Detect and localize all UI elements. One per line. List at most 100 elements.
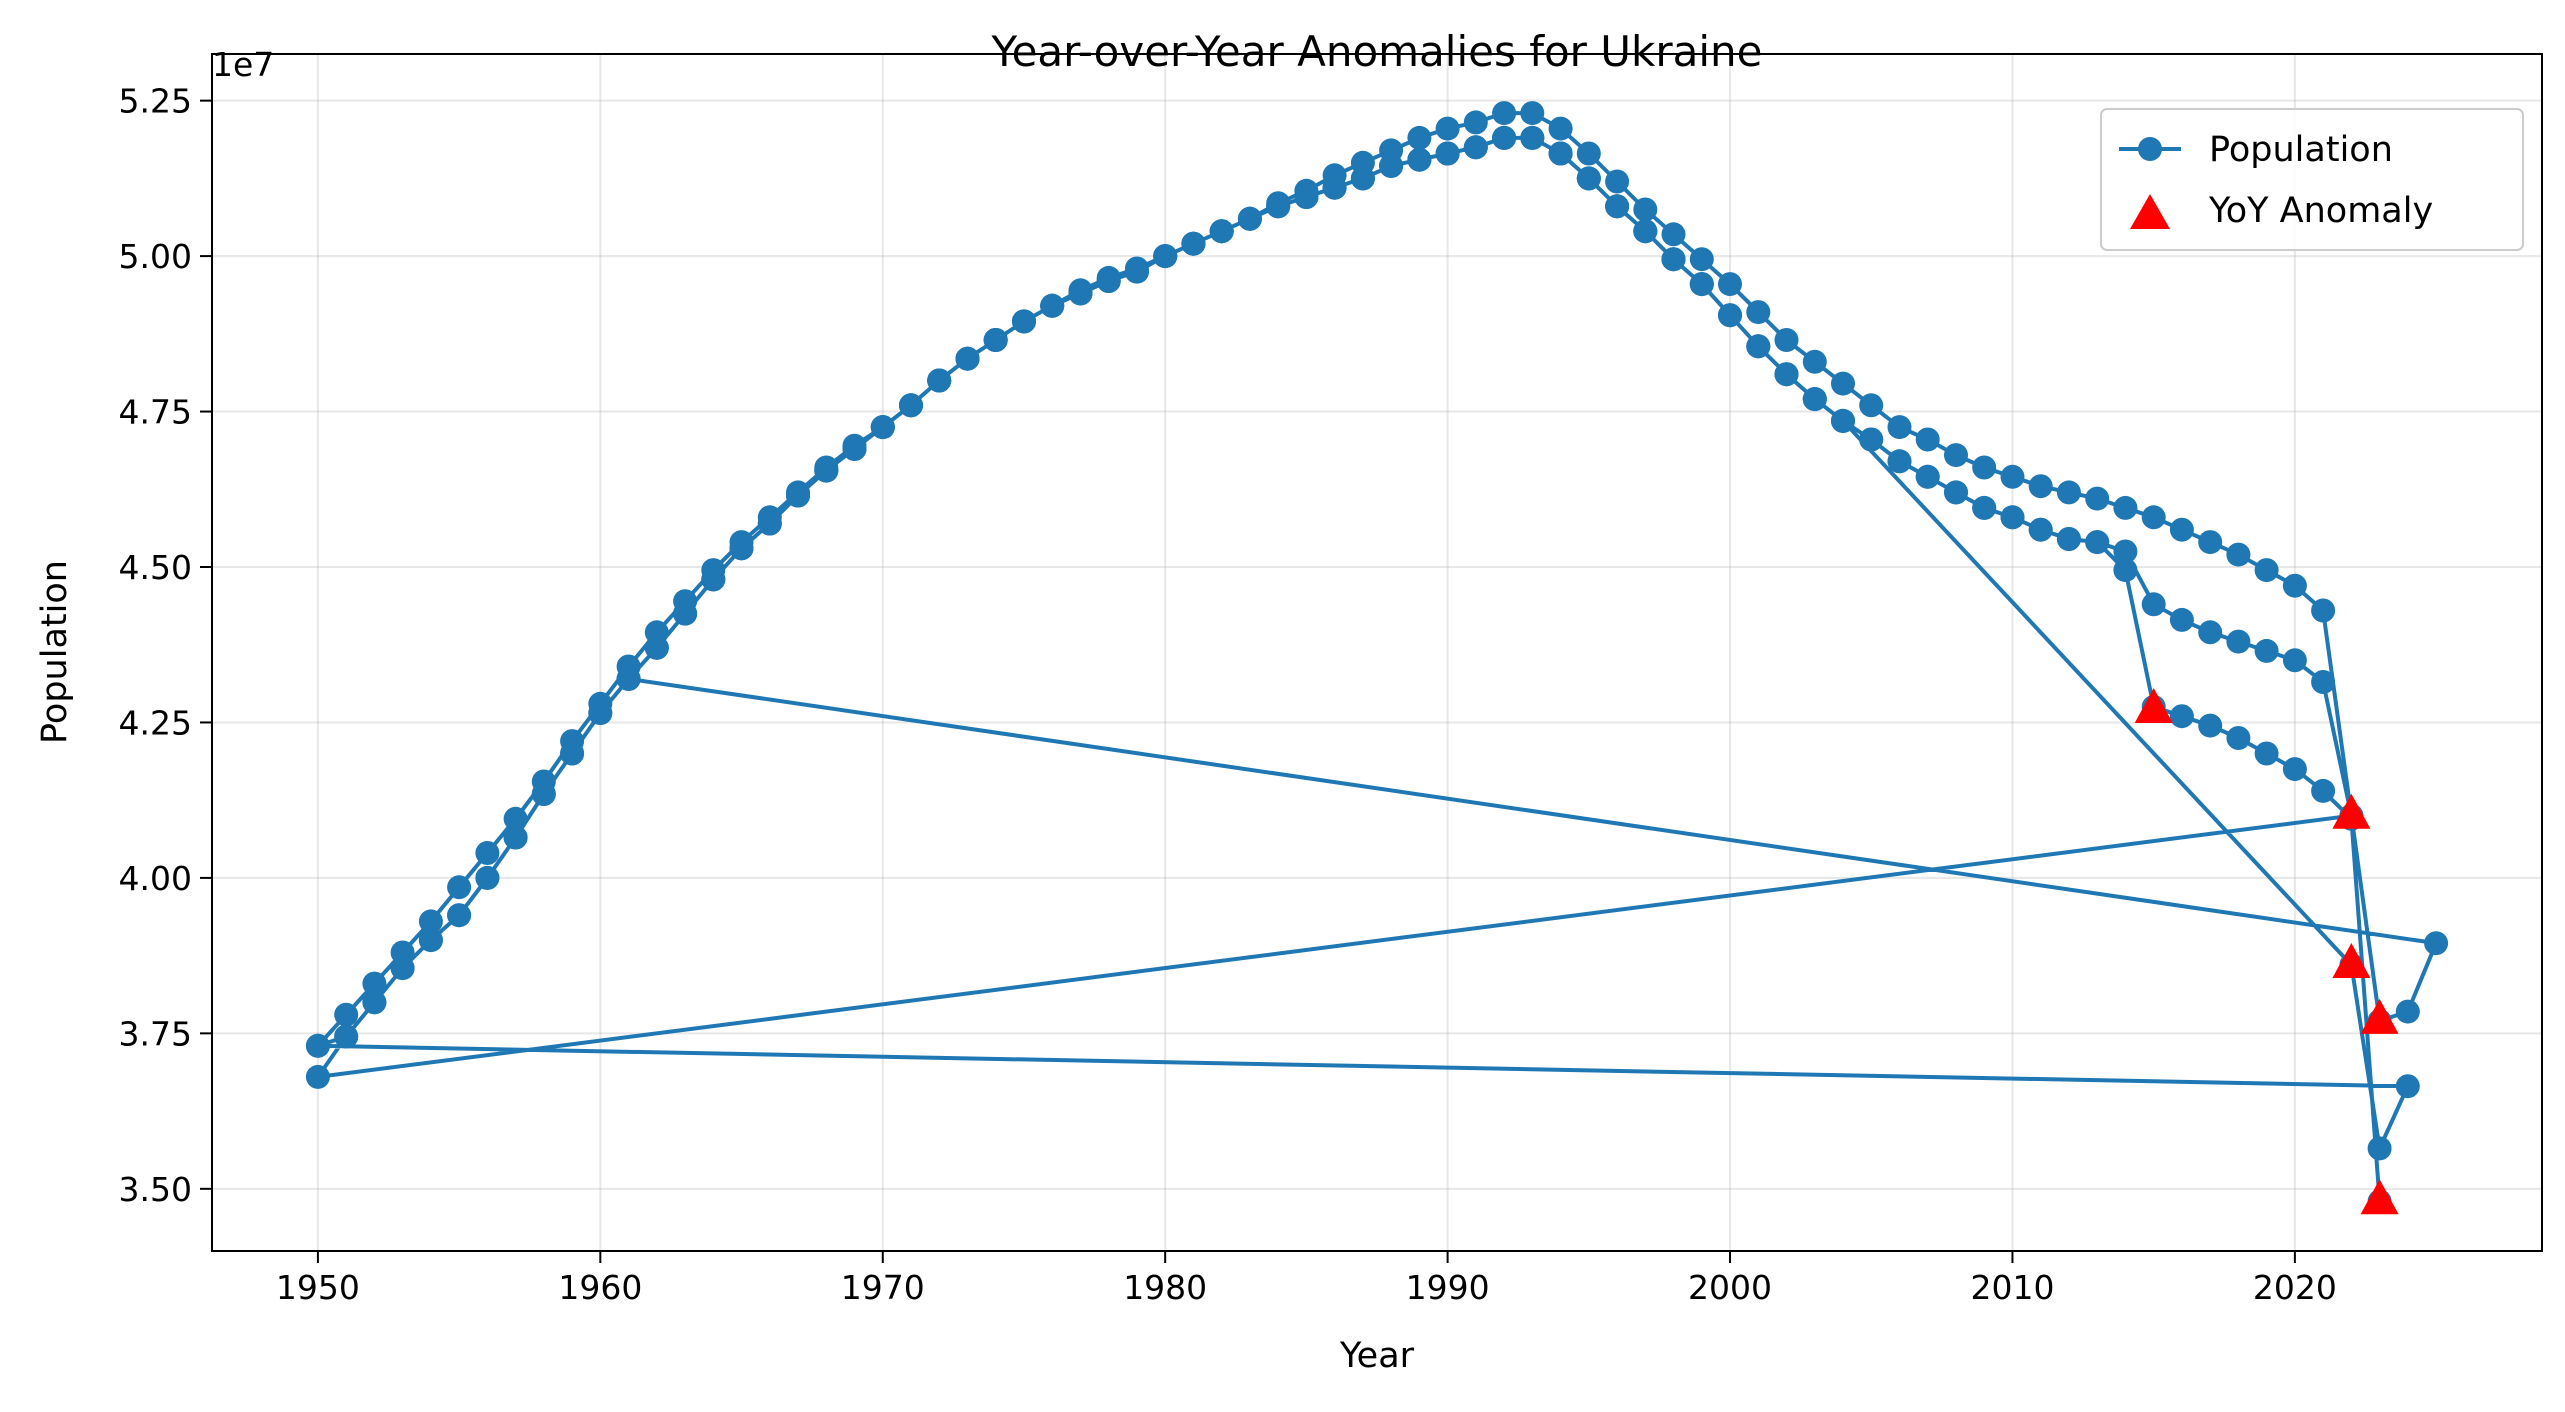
x-tick-label: 2000: [1688, 1268, 1772, 1307]
population-point: [2000, 505, 2025, 530]
population-point: [1463, 135, 1488, 160]
chart-title: Year-over-Year Anomalies for Ukraine: [991, 27, 1763, 76]
population-point: [1746, 334, 1771, 359]
population-point: [870, 415, 895, 440]
population-point: [2226, 542, 2251, 567]
population-point: [1040, 293, 1065, 318]
x-axis-ticks: 1950 1960 1970 1980 1990 2000 2010 2020: [276, 1251, 2337, 1307]
population-point: [616, 666, 641, 691]
population-point: [1972, 455, 1997, 480]
population-point: [2113, 539, 2138, 564]
y-tick-label: 4.25: [119, 703, 192, 742]
population-point: [757, 511, 782, 536]
population-point: [2056, 480, 2081, 505]
population-point: [2169, 607, 2194, 632]
population-point: [899, 393, 923, 418]
y-tick-label: 3.50: [119, 1170, 192, 1209]
population-point: [1266, 194, 1291, 219]
anomaly-marker: [2134, 688, 2173, 723]
population-point: [1887, 449, 1912, 474]
population-point: [1407, 125, 1432, 150]
population-point: [2254, 638, 2279, 663]
population-point: [2056, 527, 2081, 551]
population-point: [2198, 530, 2223, 555]
legend-population-label: Population: [2209, 130, 2393, 170]
population-point: [1209, 219, 1234, 244]
anomaly-markers: [2134, 688, 2399, 1215]
population-point: [2198, 620, 2223, 645]
population-point: [2311, 670, 2336, 694]
anomaly-marker: [2360, 998, 2399, 1034]
legend-anomaly-label: YoY Anomaly: [2208, 191, 2433, 231]
population-point: [390, 956, 415, 981]
population-point: [2395, 999, 2420, 1024]
x-tick-label: 1970: [841, 1268, 925, 1307]
population-point: [786, 483, 810, 508]
population-point: [1661, 222, 1686, 247]
population-point: [1605, 194, 1630, 219]
legend-box: [2100, 108, 2524, 251]
population-point: [1859, 427, 1884, 452]
population-point: [1237, 206, 1262, 231]
population-point: [2254, 741, 2279, 766]
population-point: [2028, 517, 2053, 542]
population-point: [2113, 558, 2138, 583]
population-point: [475, 841, 500, 865]
population-point: [588, 701, 613, 726]
population-point: [1915, 464, 1940, 489]
x-tick-label: 1980: [1123, 1268, 1207, 1307]
population-point: [447, 903, 472, 928]
population-point: [1972, 495, 1997, 520]
x-axis-label: Year: [1339, 1336, 1415, 1376]
population-point: [1492, 101, 1517, 126]
population-point: [305, 1033, 330, 1058]
population-point: [1576, 166, 1601, 191]
population-point: [1774, 328, 1799, 352]
population-point: [1548, 116, 1573, 141]
population-point: [2424, 931, 2449, 956]
population-point: [418, 928, 443, 953]
population-point: [701, 567, 726, 592]
x-tick-label: 2020: [2253, 1268, 2337, 1307]
population-point: [1181, 231, 1206, 256]
x-tick-label: 1990: [1406, 1268, 1490, 1307]
population-point: [1012, 309, 1036, 334]
population-point: [2198, 713, 2223, 738]
y-tick-label: 5.25: [119, 82, 192, 121]
population-point: [334, 1024, 359, 1049]
population-point: [1435, 141, 1460, 166]
population-point: [447, 875, 472, 900]
y-tick-label: 4.50: [119, 548, 192, 587]
population-point: [2282, 573, 2307, 598]
y-tick-label: 3.75: [119, 1014, 192, 1053]
population-point: [1633, 197, 1658, 222]
population-point: [1831, 408, 1855, 433]
population-point: [1689, 272, 1714, 297]
y-tick-label: 4.75: [119, 393, 192, 432]
plot-frame: [211, 53, 2543, 1252]
population-point: [475, 865, 500, 890]
population-point: [2226, 629, 2251, 654]
population-point: [2367, 1136, 2392, 1161]
population-point: [1520, 101, 1545, 126]
population-point: [2311, 778, 2336, 803]
population-point: [644, 635, 669, 660]
population-point: [842, 436, 867, 461]
population-point: [2141, 592, 2166, 617]
y-tick-label: 4.00: [119, 859, 192, 898]
population-point: [1322, 175, 1347, 200]
population-point: [1068, 281, 1093, 306]
population-point: [1944, 443, 1968, 468]
population-point: [531, 782, 556, 806]
population-point: [2028, 474, 2053, 499]
population-point: [503, 825, 528, 850]
population-point: [362, 971, 387, 996]
anomaly-marker: [2332, 793, 2371, 829]
population-point: [2254, 558, 2279, 583]
population-point: [2395, 1074, 2420, 1099]
y-axis-ticks: 3.50 3.75 4.00 4.25 4.50 4.75 5.00 5.25: [119, 82, 212, 1209]
y-tick-label: 5.00: [119, 237, 192, 276]
legend-anomaly-marker: [2130, 194, 2170, 229]
population-point: [2113, 495, 2138, 520]
